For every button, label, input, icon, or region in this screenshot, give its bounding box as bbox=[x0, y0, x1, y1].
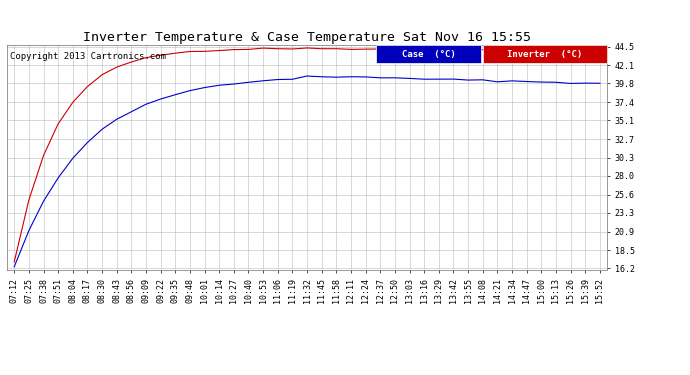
Text: Inverter  (°C): Inverter (°C) bbox=[507, 50, 582, 58]
Text: Case  (°C): Case (°C) bbox=[402, 50, 455, 58]
FancyBboxPatch shape bbox=[376, 45, 481, 63]
Text: Copyright 2013 Cartronics.com: Copyright 2013 Cartronics.com bbox=[10, 52, 166, 61]
Title: Inverter Temperature & Case Temperature Sat Nov 16 15:55: Inverter Temperature & Case Temperature … bbox=[83, 31, 531, 44]
FancyBboxPatch shape bbox=[483, 45, 607, 63]
